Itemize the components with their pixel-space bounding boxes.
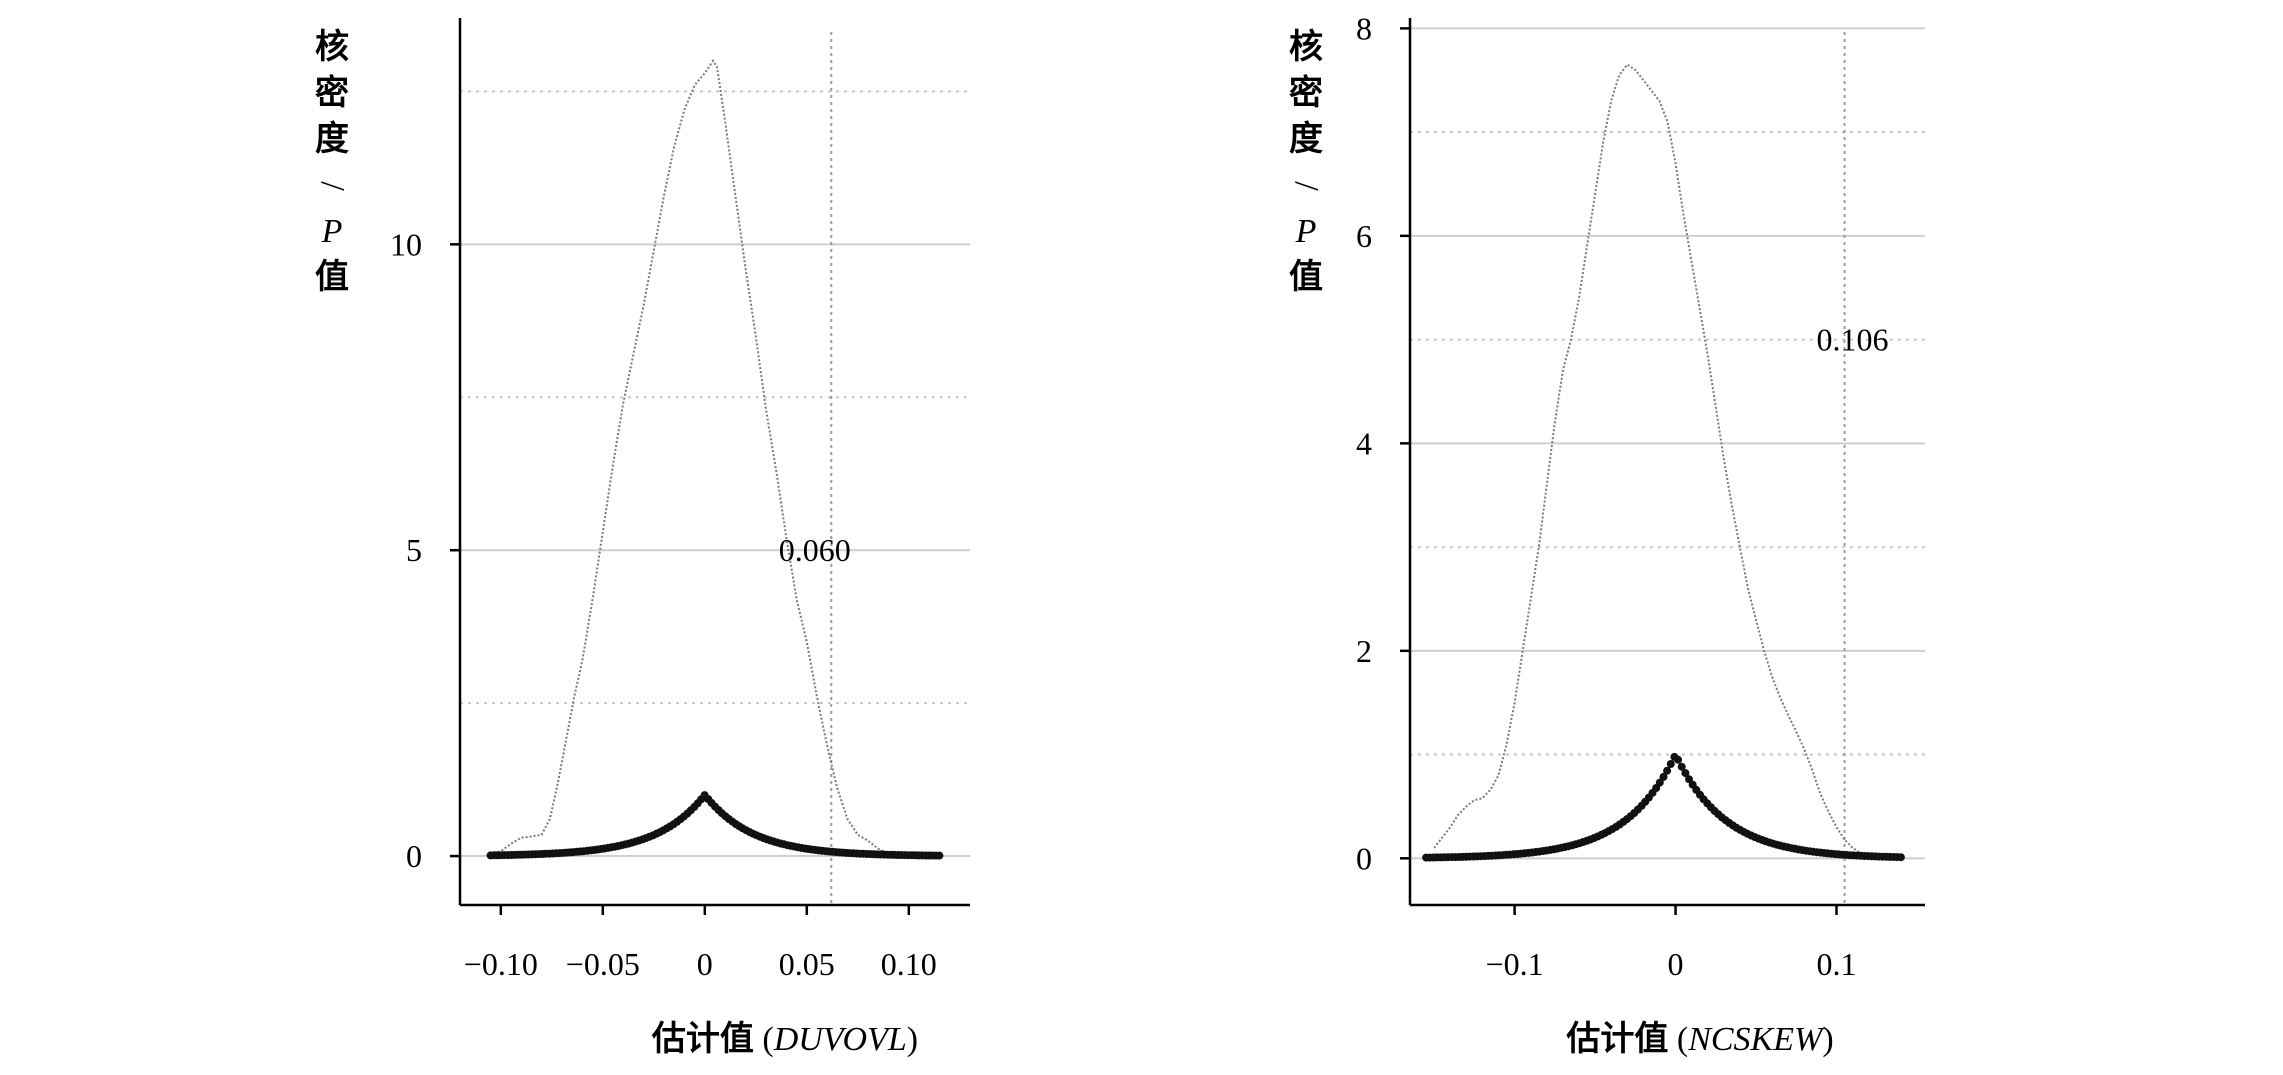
x-axis-label-paren-close: ) (1822, 1021, 1833, 1058)
y-axis-label-char: 密 (315, 73, 349, 112)
x-tick-label: −0.10 (464, 946, 538, 982)
x-axis-label-prefix: 估计值 (1565, 1020, 1677, 1058)
x-axis-label-prefix: 估计值 (651, 1020, 763, 1058)
reference-value-label: 0.106 (1817, 322, 1889, 358)
y-tick-label: 2 (1356, 633, 1372, 669)
y-tick-label: 0 (1356, 840, 1372, 876)
y-tick-label: 5 (406, 532, 422, 568)
x-tick-label: −0.1 (1486, 946, 1544, 982)
x-tick-label: 0.1 (1816, 946, 1856, 982)
y-axis-label-char: P (321, 213, 343, 250)
y-tick-label: 4 (1356, 425, 1372, 461)
y-tick-label: 6 (1356, 218, 1372, 254)
y-axis-label-char: 度 (1289, 120, 1323, 158)
pvalue-point (1659, 772, 1668, 781)
y-axis-label-char: 度 (315, 120, 349, 158)
x-axis-label-paren-open: ( (1677, 1021, 1688, 1058)
x-tick-label: 0.05 (779, 946, 835, 982)
x-axis-label-variable: NCSKEW (1687, 1021, 1825, 1058)
x-tick-label: 0 (1668, 946, 1684, 982)
y-axis-label-char: 值 (315, 258, 349, 296)
x-axis-label-paren-open: ( (762, 1021, 773, 1058)
x-axis-label: 估计值 (DUVOVL) (651, 1020, 918, 1058)
y-axis-label-char: 值 (1289, 258, 1323, 296)
pvalue-point (1896, 853, 1905, 862)
y-axis-label-char: P (1295, 213, 1317, 250)
pvalue-point (1677, 762, 1686, 771)
y-tick-label: 8 (1356, 10, 1372, 46)
x-tick-label: −0.05 (566, 946, 640, 982)
pvalue-point (1655, 778, 1664, 787)
reference-value-label: 0.060 (779, 532, 851, 568)
y-axis-label-char: 核 (315, 28, 349, 66)
density-curve (1433, 63, 1901, 860)
x-tick-label: 0 (697, 946, 713, 982)
pvalue-series (486, 791, 944, 860)
x-tick-label: 0.10 (881, 946, 937, 982)
x-axis-label-paren-close: ) (907, 1021, 918, 1058)
x-axis-label: 估计值 (NCSKEW) (1565, 1020, 1833, 1058)
density-curve (486, 58, 940, 858)
y-axis-label-char: / (1288, 181, 1325, 191)
y-tick-label: 0 (406, 838, 422, 874)
pvalue-point (1666, 760, 1675, 768)
y-axis-label-char: 核 (1289, 28, 1323, 66)
y-tick-label: 10 (390, 226, 422, 262)
pvalue-point (935, 851, 944, 860)
pvalue-series (1422, 752, 1905, 862)
x-axis-label-variable: DUVOVL (773, 1021, 907, 1058)
pvalue-point (1663, 766, 1672, 775)
y-axis-label-char: / (314, 181, 351, 191)
pvalue-point (1681, 769, 1690, 778)
pvalue-point (1674, 755, 1683, 764)
y-axis-label-char: 密 (1289, 73, 1323, 112)
